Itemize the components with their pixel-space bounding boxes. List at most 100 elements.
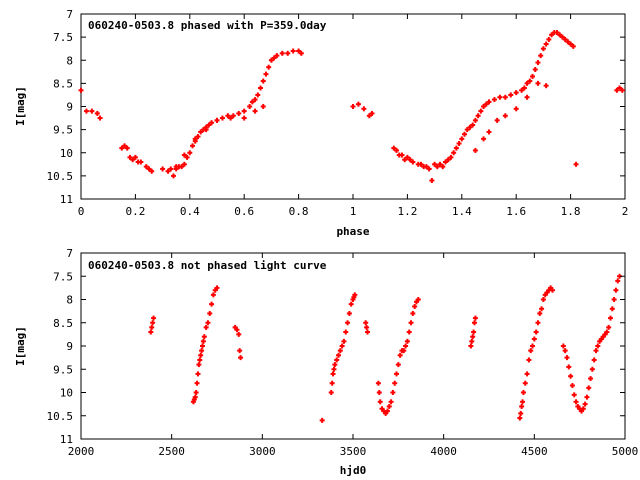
x-tick-label: 4500 <box>521 445 548 458</box>
data-point <box>266 64 272 70</box>
data-point <box>410 310 416 316</box>
data-point <box>526 357 532 363</box>
data-point <box>604 329 610 335</box>
data-point <box>469 338 475 344</box>
data-point <box>481 104 487 109</box>
data-point <box>404 154 410 160</box>
data-point <box>346 310 352 316</box>
data-point <box>94 110 100 116</box>
data-point <box>535 80 541 86</box>
data-point <box>609 306 615 312</box>
data-point <box>377 399 383 405</box>
y-tick-label: 9.5 <box>53 124 73 137</box>
data-point <box>127 154 133 160</box>
data-point <box>432 161 438 167</box>
data-point <box>470 334 476 340</box>
data-point <box>606 324 612 330</box>
data-point <box>508 92 514 98</box>
data-point <box>234 327 240 333</box>
phased-light-curve-panel: 0 0.2 0.4 0.6 0.8 1 1.2 1.4 1.6 1.8 2 7 7.5 8 8.5 9 9.5… <box>14 8 628 238</box>
data-point <box>568 373 574 379</box>
data-point <box>582 401 588 407</box>
data-point <box>350 104 356 109</box>
data-point <box>459 136 465 142</box>
data-point <box>203 127 209 133</box>
data-point <box>464 127 470 133</box>
data-point <box>497 94 503 100</box>
data-point <box>149 324 155 330</box>
data-point <box>407 157 413 163</box>
x-tick-label: 3500 <box>340 445 367 458</box>
y-tick-label: 7.5 <box>53 270 73 283</box>
x-axis-title: phase <box>336 225 369 238</box>
x-tick-label: 2500 <box>158 445 185 458</box>
data-point <box>538 53 544 59</box>
data-point <box>237 348 243 354</box>
data-point <box>181 152 187 158</box>
data-point <box>119 145 125 151</box>
data-point <box>206 122 212 128</box>
x-tick-label: 1.6 <box>506 205 526 218</box>
data-point <box>274 53 280 59</box>
data-point <box>296 48 302 54</box>
data-point <box>195 371 201 377</box>
data-point <box>330 371 336 377</box>
data-point <box>401 348 407 354</box>
data-point <box>528 348 534 354</box>
data-point <box>225 113 231 119</box>
data-point <box>532 67 538 72</box>
y-tick-label: 7 <box>66 247 73 260</box>
data-point <box>475 113 481 119</box>
data-point <box>520 399 526 405</box>
data-point <box>530 343 536 349</box>
plot-title: 060240-0503.8 phased with P=359.0day <box>88 19 327 32</box>
data-point <box>199 348 205 354</box>
data-point <box>173 166 179 172</box>
data-point <box>196 362 202 368</box>
data-point <box>329 380 335 386</box>
x-axis-title: hjd0 <box>340 464 367 477</box>
data-point <box>179 164 185 170</box>
data-point <box>376 390 382 395</box>
data-point <box>363 320 369 326</box>
data-point <box>408 320 414 326</box>
data-point <box>392 380 398 386</box>
data-point <box>83 108 89 114</box>
data-point <box>569 383 575 389</box>
data-points <box>78 30 625 183</box>
x-tick-label: 0 <box>78 205 85 218</box>
data-point <box>124 145 130 151</box>
data-point <box>89 108 95 114</box>
data-point <box>241 115 247 121</box>
data-point <box>437 161 443 167</box>
data-point <box>394 371 400 377</box>
data-point <box>502 94 508 100</box>
data-point <box>517 415 523 421</box>
x-tick-label: 5000 <box>612 445 639 458</box>
y-axis-ticks: 7 7.5 8 8.5 9 9.5 10 10.5 11 <box>47 8 625 206</box>
data-point <box>203 324 209 330</box>
data-point <box>263 71 269 77</box>
x-tick-label: 0.6 <box>234 205 254 218</box>
data-point <box>589 366 595 372</box>
data-point <box>260 104 266 109</box>
data-point <box>519 403 525 409</box>
data-point <box>591 357 597 363</box>
data-point <box>434 164 440 170</box>
data-point <box>200 338 206 344</box>
plot-title: 060240-0503.8 not phased light curve <box>88 259 327 272</box>
data-point <box>524 94 530 100</box>
data-point <box>613 287 619 293</box>
data-point <box>331 366 337 372</box>
y-tick-label: 8 <box>66 294 73 307</box>
x-tick-label: 0.8 <box>289 205 309 218</box>
data-point <box>607 315 613 321</box>
data-point <box>595 343 601 349</box>
data-point <box>361 106 367 112</box>
data-point <box>192 394 198 400</box>
data-point <box>150 320 156 326</box>
data-point <box>348 301 354 307</box>
data-points <box>148 273 623 423</box>
data-point <box>210 292 216 298</box>
data-point <box>564 355 570 361</box>
